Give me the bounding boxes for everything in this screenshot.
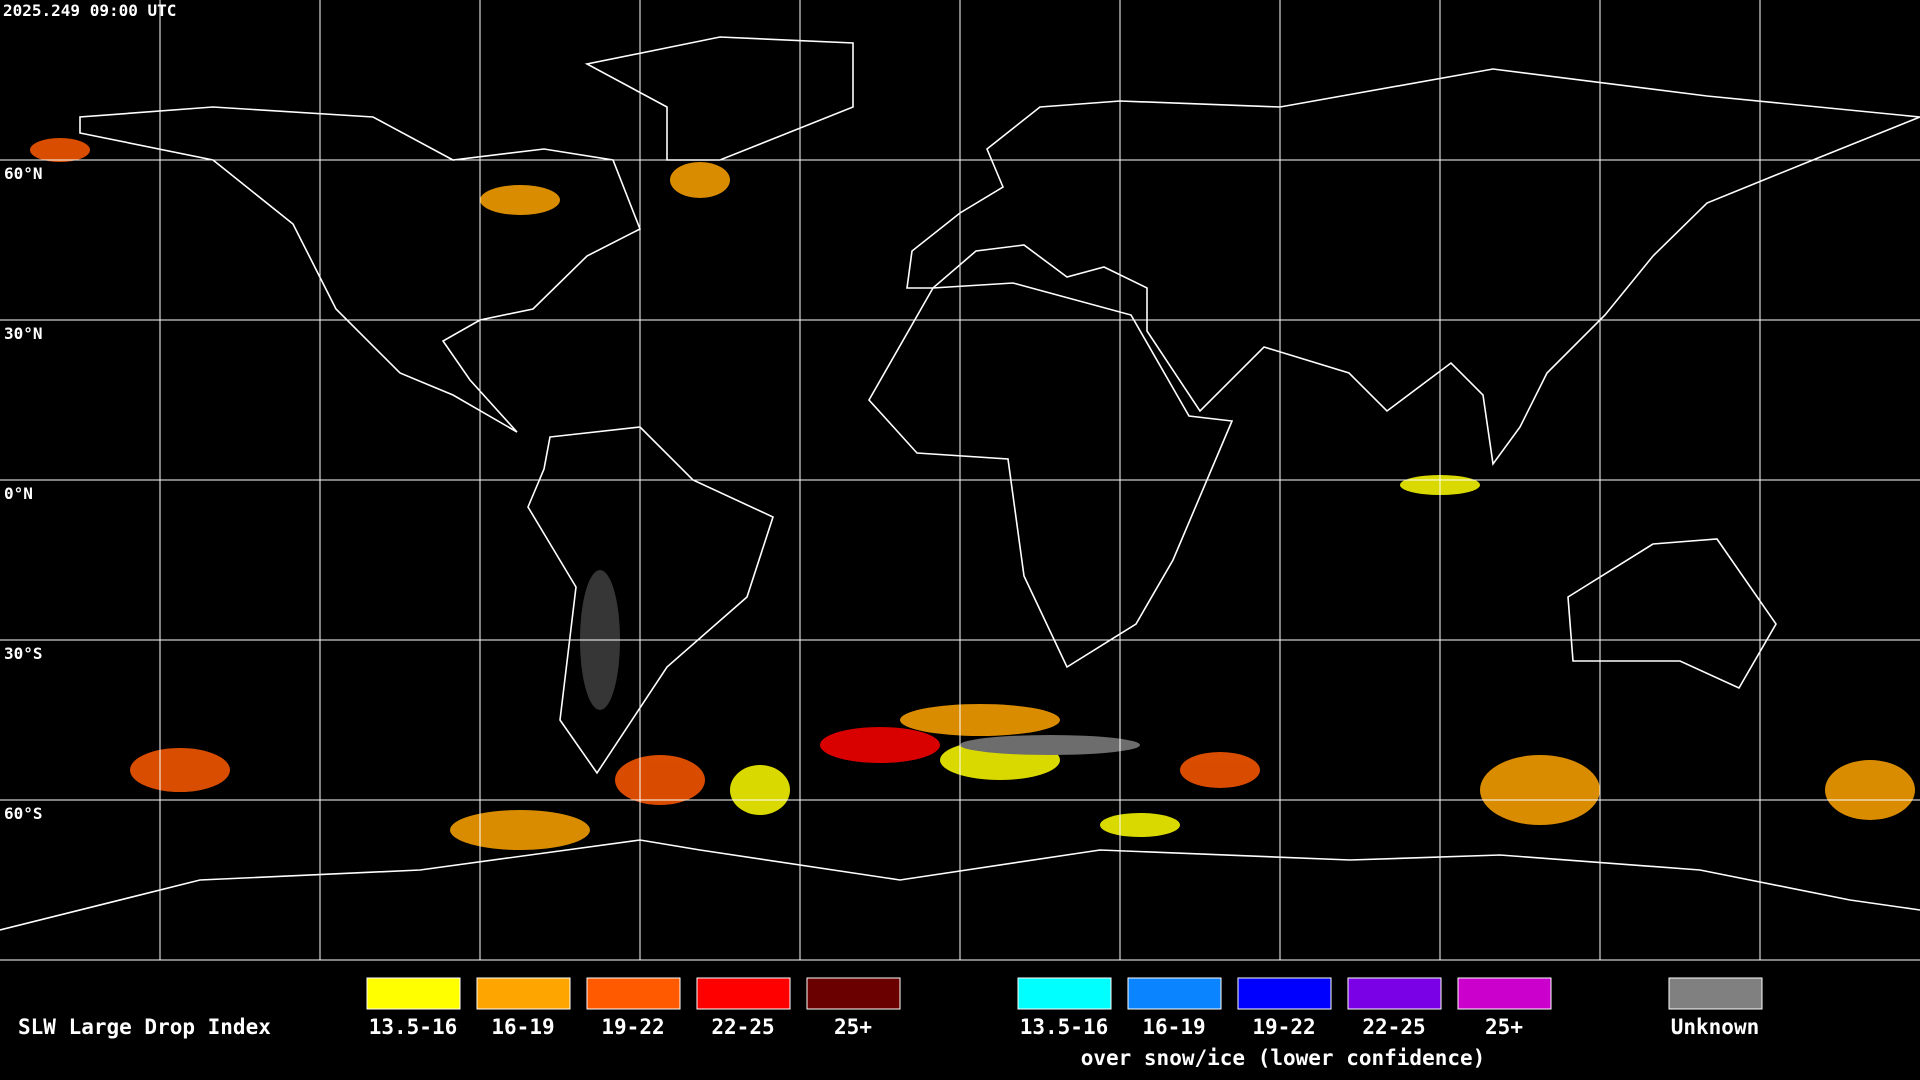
legend-title: SLW Large Drop Index [18,1015,271,1039]
legend-label: 16-19 [491,1015,554,1039]
cloud-blob [820,727,940,763]
south-america [527,426,774,775]
legend-label: 19-22 [601,1015,664,1039]
snow-note: over snow/ice (lower confidence) [1081,1046,1486,1070]
lat-label: 0°N [4,484,33,503]
legend-swatch [586,977,681,1010]
legend-label: 19-22 [1252,1015,1315,1039]
cloud-blob [1480,755,1600,825]
legend-swatch [1347,977,1442,1010]
cloud-blob [1180,752,1260,788]
coastlines [0,36,1920,931]
legend-label: Unknown [1671,1015,1760,1039]
legend-label: 25+ [1485,1015,1523,1039]
greenland [584,36,854,161]
legend: SLW Large Drop Index 13.5-16 16-19 19-22 22-… [18,977,1763,1070]
cloud-blob [730,765,790,815]
legend-label: 22-25 [1362,1015,1425,1039]
legend-label: 22-25 [711,1015,774,1039]
graticule [0,0,1920,961]
legend-label: 16-19 [1142,1015,1205,1039]
cloud-blob [960,735,1140,755]
legend-swatch [1237,977,1332,1010]
cloud-features [30,138,1915,850]
cloud-blob [130,748,230,792]
cloud-blob [615,755,705,805]
lat-label: 30°S [4,644,43,663]
lat-label: 60°N [4,164,43,183]
cloud-blob [450,810,590,850]
legend-swatch [366,977,461,1010]
legend-swatch [476,977,571,1010]
legend-swatch [806,977,901,1010]
legend-label: 13.5-16 [369,1015,458,1039]
africa [868,282,1234,669]
lat-label: 60°S [4,804,43,823]
lat-label: 30°N [4,324,43,343]
eurasia [906,68,1920,467]
legend-label: 25+ [834,1015,872,1039]
legend-swatch [1127,977,1222,1010]
cloud-blob [1825,760,1915,820]
legend-swatch [696,977,791,1010]
legend-swatch [1457,977,1552,1010]
cloud-blob [480,185,560,215]
antarctica [0,839,1920,931]
cloud-blob [30,138,90,162]
timestamp: 2025.249 09:00 UTC [3,1,176,20]
australia [1567,538,1777,690]
legend-swatch [1017,977,1112,1010]
lat-labels: 60°N 30°N 0°N 30°S 60°S [4,164,43,823]
legend-swatch [1668,977,1763,1010]
cloud-blob [900,704,1060,736]
legend-label: 13.5-16 [1020,1015,1109,1039]
cloud-blob [670,162,730,198]
cloud-blob [1100,813,1180,837]
